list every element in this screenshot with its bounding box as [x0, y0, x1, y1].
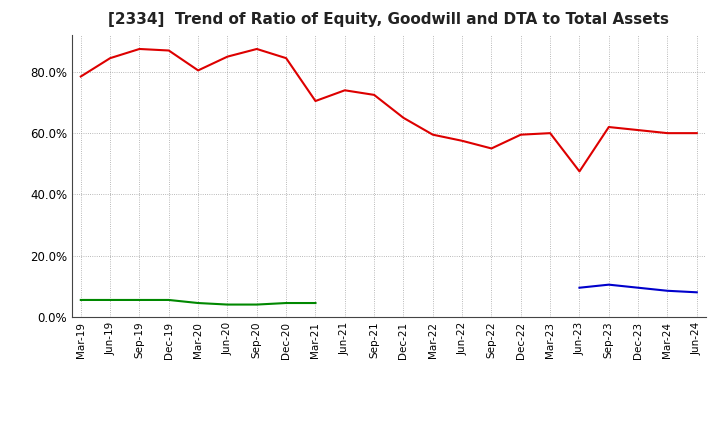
Goodwill [634, 285, 642, 290]
Equity [399, 115, 408, 121]
Equity [194, 68, 202, 73]
Equity [106, 55, 114, 61]
Equity [546, 131, 554, 136]
Goodwill [663, 288, 672, 293]
Line: Deferred Tax Assets: Deferred Tax Assets [81, 300, 315, 304]
Equity [516, 132, 525, 137]
Deferred Tax Assets [76, 297, 85, 303]
Equity [282, 55, 290, 61]
Equity [428, 132, 437, 137]
Equity [605, 125, 613, 130]
Equity [370, 92, 379, 98]
Deferred Tax Assets [194, 301, 202, 306]
Equity [634, 128, 642, 133]
Deferred Tax Assets [311, 301, 320, 306]
Goodwill [605, 282, 613, 287]
Equity [663, 131, 672, 136]
Equity [223, 54, 232, 59]
Title: [2334]  Trend of Ratio of Equity, Goodwill and DTA to Total Assets: [2334] Trend of Ratio of Equity, Goodwil… [108, 12, 670, 27]
Deferred Tax Assets [282, 301, 290, 306]
Goodwill [693, 290, 701, 295]
Deferred Tax Assets [106, 297, 114, 303]
Line: Goodwill: Goodwill [580, 285, 697, 292]
Goodwill [575, 285, 584, 290]
Equity [341, 88, 349, 93]
Equity [458, 138, 467, 143]
Equity [693, 131, 701, 136]
Equity [76, 74, 85, 79]
Deferred Tax Assets [164, 297, 173, 303]
Deferred Tax Assets [223, 302, 232, 307]
Equity [311, 99, 320, 104]
Deferred Tax Assets [135, 297, 144, 303]
Equity [164, 48, 173, 53]
Equity [487, 146, 496, 151]
Equity [575, 169, 584, 174]
Equity [253, 46, 261, 51]
Line: Equity: Equity [81, 49, 697, 172]
Deferred Tax Assets [253, 302, 261, 307]
Equity [135, 46, 144, 51]
